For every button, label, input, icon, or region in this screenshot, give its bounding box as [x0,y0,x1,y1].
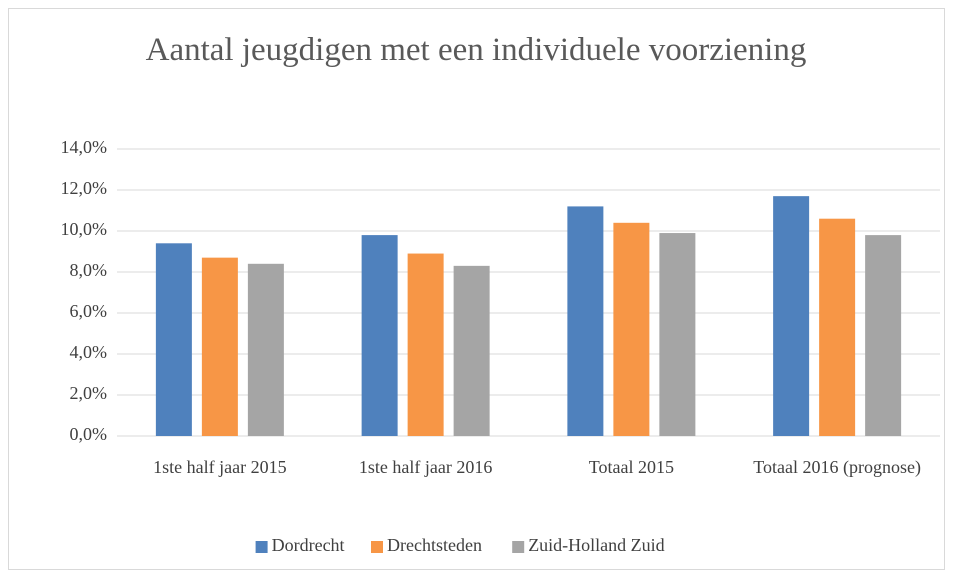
y-tick-label: 2,0% [70,383,108,403]
x-tick-label: 1ste half jaar 2015 [153,457,287,477]
bar [819,218,856,436]
x-tick-label: Totaal 2016 (prognose) [753,457,921,477]
bar [247,263,284,436]
bar [613,222,650,436]
bar [773,196,810,436]
bar [201,257,238,436]
bar [407,253,444,436]
bar [453,265,490,436]
legend-swatch [512,541,525,553]
chart-title: Aantal jeugdigen met een individuele voo… [145,32,807,68]
y-tick-label: 12,0% [61,178,108,198]
bar [361,235,398,436]
bar [865,235,902,436]
y-tick-label: 6,0% [70,301,108,321]
y-tick-label: 10,0% [61,219,108,239]
x-tick-label: Totaal 2015 [588,457,674,477]
bar [155,243,192,436]
x-tick-label: 1ste half jaar 2016 [358,457,493,477]
y-tick-label: 0,0% [70,424,108,444]
legend-label: Dordrecht [272,535,345,555]
legend-label: Zuid-Holland Zuid [528,535,664,555]
bar [567,206,604,436]
y-tick-label: 14,0% [61,137,108,157]
y-tick-label: 8,0% [70,260,108,280]
legend-swatch [255,541,268,553]
bar [659,233,696,436]
legend-swatch [371,541,383,553]
legend-label: Drechtsteden [387,535,482,555]
y-tick-label: 4,0% [70,342,108,362]
